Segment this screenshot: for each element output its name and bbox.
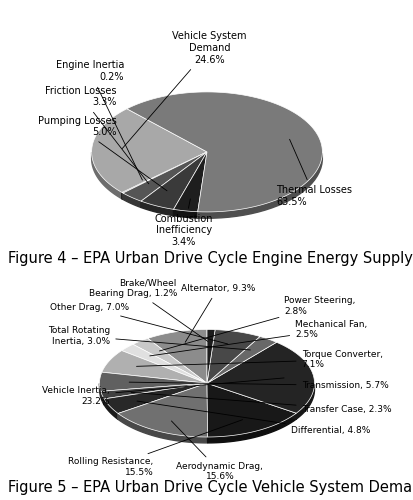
Text: Vehicle System
Demand
24.6%: Vehicle System Demand 24.6% — [122, 32, 246, 148]
Polygon shape — [206, 383, 207, 443]
Polygon shape — [100, 392, 104, 405]
Polygon shape — [126, 92, 322, 212]
Polygon shape — [206, 383, 207, 443]
Polygon shape — [123, 152, 206, 200]
Text: Mechanical Fan,
2.5%: Mechanical Fan, 2.5% — [150, 320, 366, 356]
Polygon shape — [99, 384, 100, 397]
Text: Vehicle Inertia,
23.2%: Vehicle Inertia, 23.2% — [43, 378, 283, 406]
Text: Engine Inertia
0.2%: Engine Inertia 0.2% — [55, 60, 142, 180]
Polygon shape — [104, 399, 118, 419]
Polygon shape — [141, 152, 206, 208]
Polygon shape — [104, 383, 206, 405]
Polygon shape — [121, 344, 206, 383]
Polygon shape — [123, 152, 206, 201]
Polygon shape — [206, 336, 276, 383]
Polygon shape — [296, 384, 314, 419]
Text: Torque Converter,
7.1%: Torque Converter, 7.1% — [136, 350, 382, 370]
Text: Transmission, 5.7%: Transmission, 5.7% — [129, 381, 387, 390]
Polygon shape — [118, 414, 207, 443]
Polygon shape — [206, 330, 259, 383]
Polygon shape — [91, 109, 206, 192]
Polygon shape — [104, 383, 206, 405]
Polygon shape — [173, 210, 197, 218]
Polygon shape — [122, 192, 123, 200]
Polygon shape — [207, 413, 296, 443]
Text: Brake/Wheel
Bearing Drag, 1.2%: Brake/Wheel Bearing Drag, 1.2% — [88, 279, 207, 342]
Polygon shape — [118, 383, 206, 420]
Polygon shape — [141, 152, 206, 210]
Polygon shape — [197, 154, 322, 218]
Text: Total Rotating
Inertia, 3.0%: Total Rotating Inertia, 3.0% — [48, 326, 250, 350]
Polygon shape — [118, 383, 206, 420]
Polygon shape — [118, 383, 207, 437]
Text: Thermal Losses
63.5%: Thermal Losses 63.5% — [275, 140, 351, 206]
Text: Friction Losses
3.3%: Friction Losses 3.3% — [45, 86, 148, 184]
Polygon shape — [133, 338, 206, 383]
Polygon shape — [104, 383, 206, 414]
Polygon shape — [102, 350, 206, 383]
Polygon shape — [197, 152, 206, 218]
Polygon shape — [122, 152, 206, 193]
Polygon shape — [91, 152, 122, 199]
Polygon shape — [173, 152, 206, 216]
Polygon shape — [122, 152, 206, 199]
Polygon shape — [206, 383, 296, 419]
Polygon shape — [100, 383, 206, 397]
Text: Figure 4 – EPA Urban Drive Cycle Engine Energy Supply: Figure 4 – EPA Urban Drive Cycle Engine … — [8, 252, 412, 266]
Polygon shape — [206, 383, 296, 437]
Polygon shape — [141, 201, 173, 216]
Polygon shape — [197, 152, 206, 218]
Text: Transfer Case, 2.3%: Transfer Case, 2.3% — [131, 392, 390, 413]
Text: Pumping Losses
5.0%: Pumping Losses 5.0% — [38, 116, 166, 191]
Text: Aerodynamic Drag,
15.6%: Aerodynamic Drag, 15.6% — [171, 421, 263, 481]
Polygon shape — [100, 383, 206, 397]
Polygon shape — [206, 342, 314, 413]
Text: Combustion
Inefficiency
3.4%: Combustion Inefficiency 3.4% — [154, 199, 213, 247]
Text: Power Steering,
2.8%: Power Steering, 2.8% — [159, 296, 355, 351]
Text: Other Drag, 7.0%: Other Drag, 7.0% — [50, 304, 227, 344]
Polygon shape — [173, 152, 206, 212]
Polygon shape — [147, 330, 206, 383]
Polygon shape — [173, 152, 206, 216]
Polygon shape — [100, 383, 206, 399]
Text: Rolling Resistance,
15.5%: Rolling Resistance, 15.5% — [68, 420, 242, 477]
Polygon shape — [122, 152, 206, 199]
Polygon shape — [141, 152, 206, 208]
Polygon shape — [123, 152, 206, 200]
Polygon shape — [206, 330, 215, 383]
Text: Alternator, 9.3%: Alternator, 9.3% — [180, 284, 254, 343]
Polygon shape — [123, 193, 141, 208]
Text: Differential, 4.8%: Differential, 4.8% — [137, 401, 369, 435]
Polygon shape — [206, 383, 296, 419]
Text: Figure 5 – EPA Urban Drive Cycle Vehicle System Demand: Figure 5 – EPA Urban Drive Cycle Vehicle… — [8, 480, 413, 495]
Polygon shape — [99, 372, 206, 392]
